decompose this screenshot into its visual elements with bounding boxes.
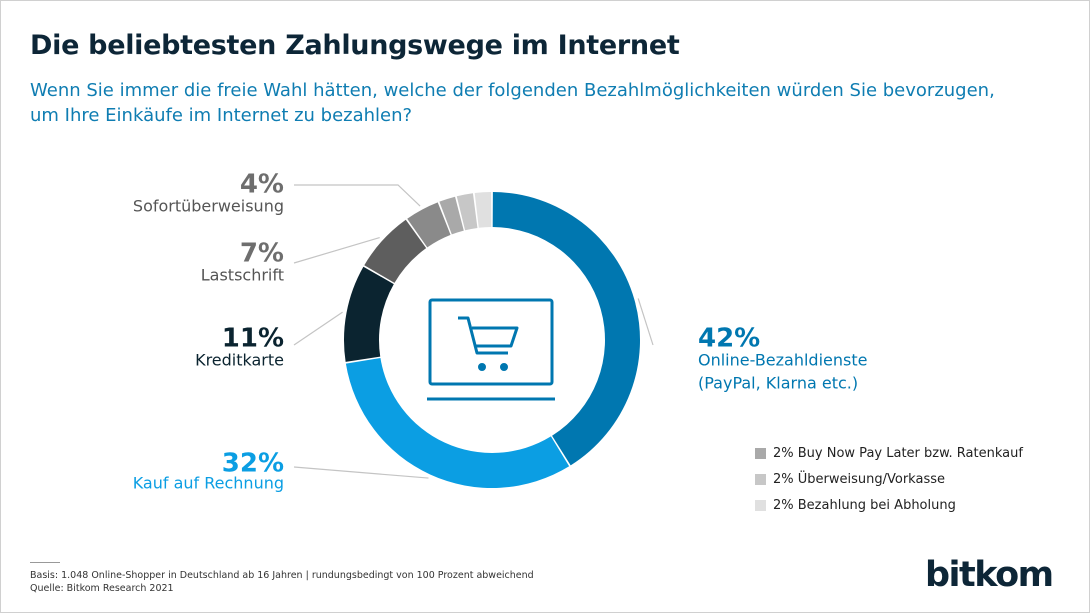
legend-item: 2% Überweisung/Vorkasse [755, 466, 1023, 492]
leader-line [293, 237, 380, 264]
slice-category-label: Kauf auf Rechnung [133, 474, 284, 493]
legend-label: 2% Überweisung/Vorkasse [773, 471, 945, 487]
footer-divider [30, 562, 60, 563]
slice-berweisung-vorkasse [456, 193, 478, 231]
legend: 2% Buy Now Pay Later bzw. Ratenkauf 2% Üb… [755, 440, 1023, 518]
chart-title: Die beliebtesten Zahlungswege im Interne… [30, 30, 680, 61]
slice-category-label: Lastschrift [201, 266, 284, 285]
legend-swatch [755, 473, 766, 485]
slice-online-bezahldienste-paypal-klarna-etc [492, 192, 641, 466]
legend-item: 2% Bezahlung bei Abholung [755, 492, 1023, 518]
legend-label: 2% Buy Now Pay Later bzw. Ratenkauf [773, 445, 1023, 461]
chart-subtitle: Wenn Sie immer die freie Wahl hätten, we… [30, 80, 995, 126]
leader-line [637, 298, 654, 346]
legend-item: 2% Buy Now Pay Later bzw. Ratenkauf [755, 440, 1023, 466]
slice-value-label: 4% [240, 170, 284, 200]
footer-source: Quelle: Bitkom Research 2021 [30, 583, 174, 594]
slice-category-label: Online-Bezahldienste [698, 351, 867, 370]
bitkom-logo: bitkom [925, 555, 1054, 595]
slice-buy-now-pay-later-bzw-ratenkauf [439, 196, 464, 235]
leader-line [293, 311, 343, 346]
slice-category-label: Sofortüberweisung [133, 197, 284, 216]
legend-swatch [755, 447, 766, 459]
shopping-cart-monitor-icon [427, 298, 555, 401]
slice-value-label: 32% [222, 449, 284, 479]
legend-swatch [755, 499, 766, 511]
slice-kreditkarte [344, 266, 394, 362]
slice-category-label: (PayPal, Klarna etc.) [698, 374, 858, 393]
legend-label: 2% Bezahlung bei Abholung [773, 497, 956, 513]
footer-basis: Basis: 1.048 Online-Shopper in Deutschla… [30, 570, 534, 581]
slice-sofort-berweisung [407, 202, 451, 248]
slice-lastschrift [364, 219, 427, 283]
leader-line [294, 184, 421, 207]
slice-value-label: 42% [698, 324, 760, 354]
slice-value-label: 11% [222, 324, 284, 354]
slice-kauf-auf-rechnung [345, 358, 570, 489]
slice-category-label: Kreditkarte [195, 351, 284, 370]
slice-bezahlung-bei-abholung [474, 192, 492, 228]
leader-line [293, 466, 429, 479]
slice-value-label: 7% [240, 239, 284, 269]
